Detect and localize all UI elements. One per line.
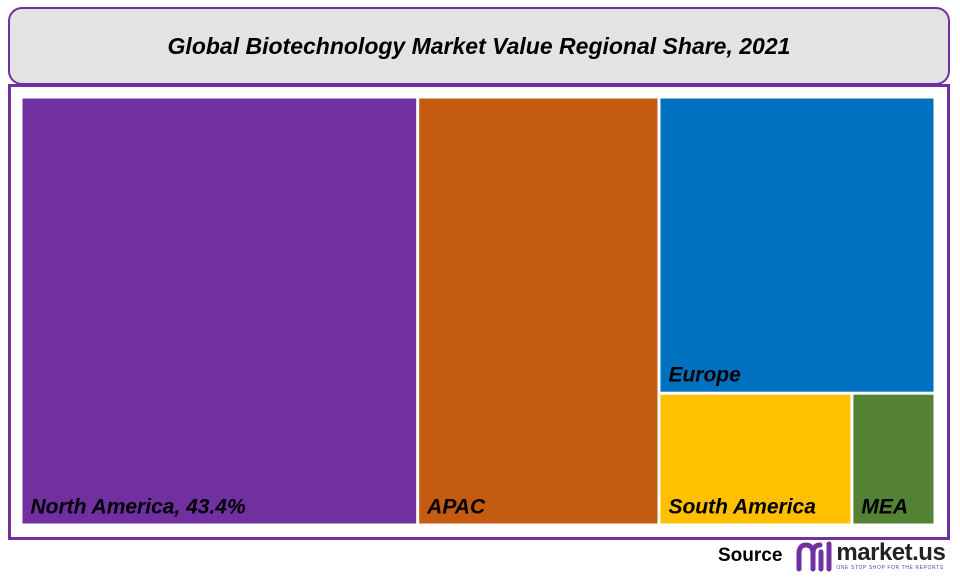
treemap-chart: North America, 43.4% APAC Europe South Amer…: [22, 98, 934, 524]
treemap-frame: North America, 43.4% APAC Europe South Amer…: [8, 84, 950, 540]
tile-label-europe: Europe: [668, 364, 741, 387]
tile-south-america: [660, 394, 851, 524]
market-us-logo-icon: [796, 541, 832, 572]
tile-label-apac: APAC: [426, 496, 486, 519]
chart-title: Global Biotechnology Market Value Region…: [167, 32, 791, 59]
tile-apac: [419, 98, 658, 524]
source-label: Source: [718, 545, 783, 566]
chart-title-box: Global Biotechnology Market Value Region…: [8, 7, 950, 85]
tile-mea: [853, 394, 934, 524]
brand-name: market.us: [836, 539, 946, 566]
tile-north-america: [22, 98, 417, 524]
tile-label-mea: MEA: [861, 496, 908, 519]
tile-europe: [660, 98, 934, 392]
brand-tagline: ONE STOP SHOP FOR THE REPORTS: [836, 565, 944, 571]
tile-label-south-america: South America: [668, 496, 816, 519]
source-attribution: Source market.us ONE STOP SHOP FOR THE R…: [718, 538, 950, 574]
tile-label-north-america: North America, 43.4%: [31, 496, 246, 519]
